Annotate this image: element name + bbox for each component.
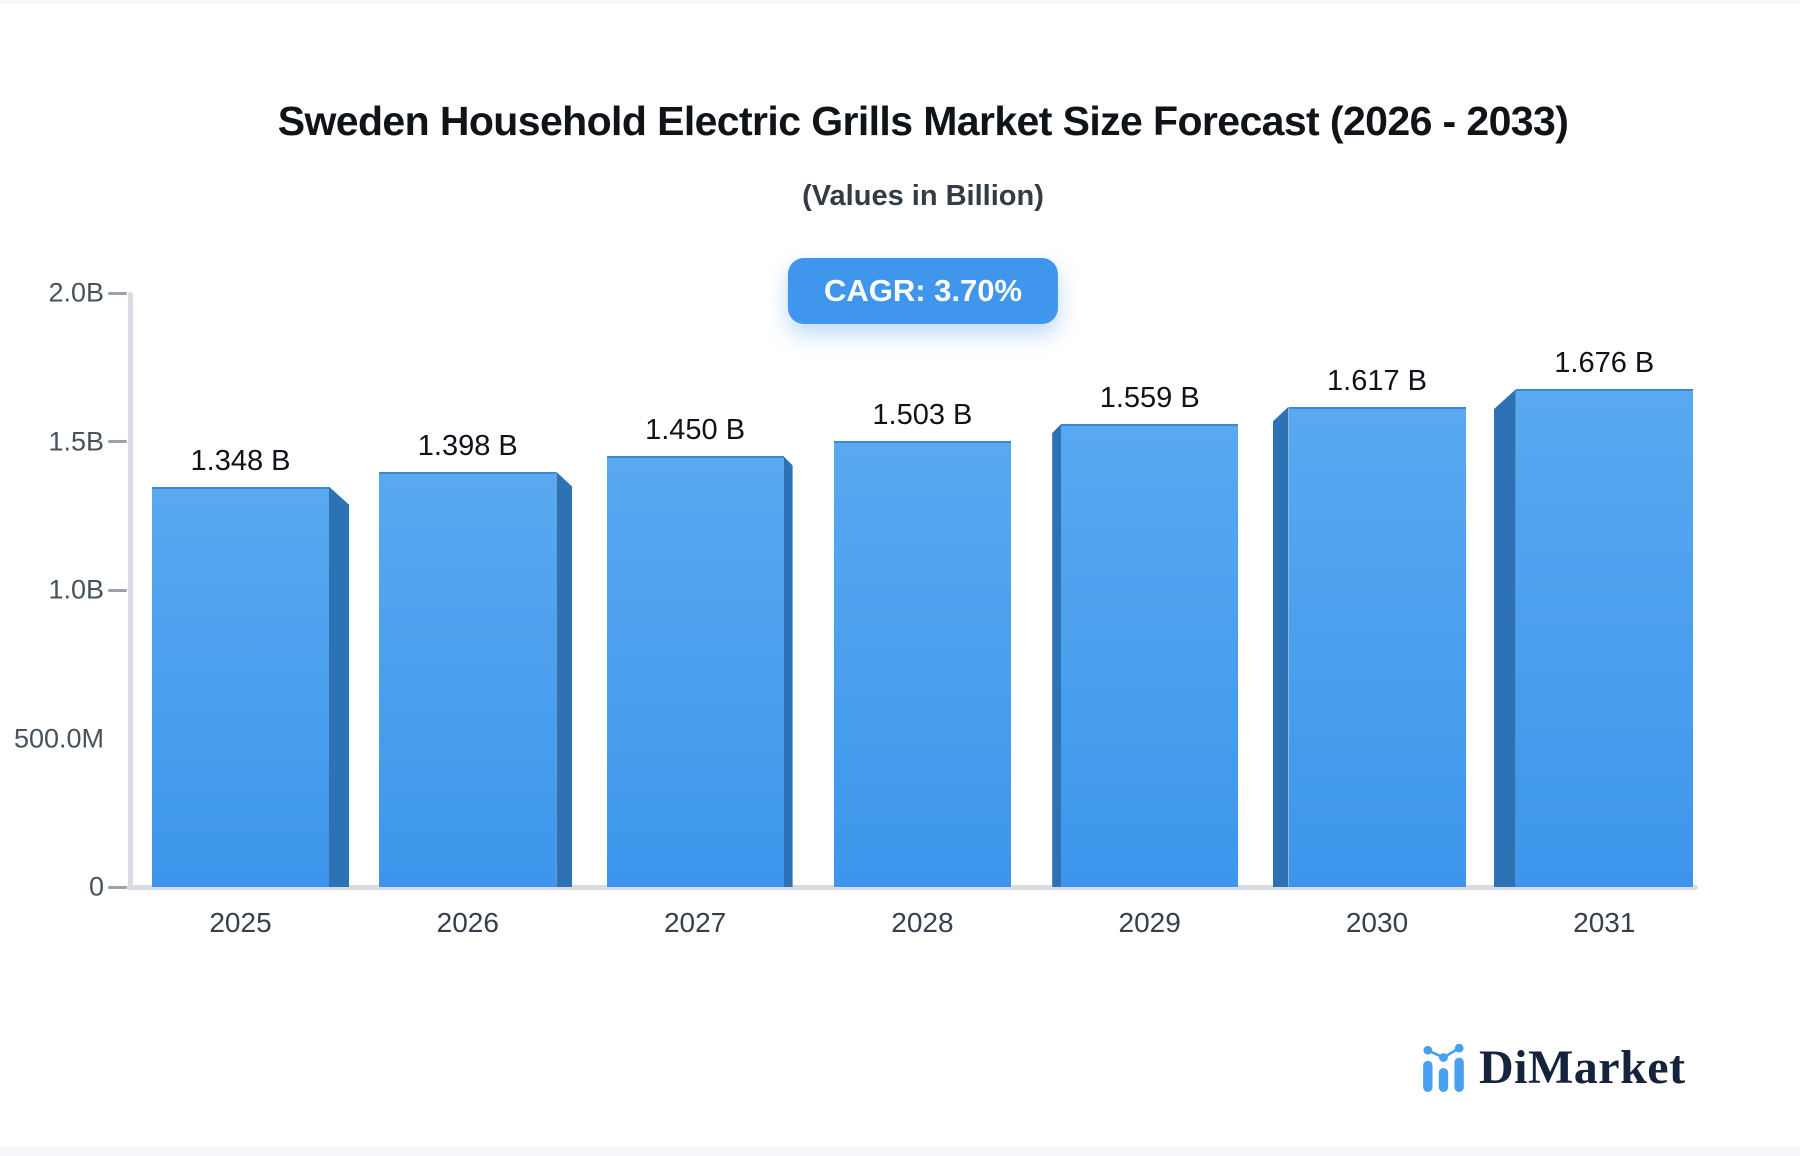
y-tick-label-1.0B: 1.0B: [48, 574, 104, 605]
x-tick-label-2031: 2031: [1573, 907, 1636, 938]
bar-2031: [1515, 389, 1693, 887]
x-tick-label-2026: 2026: [436, 907, 499, 938]
bar-value-label-2027: 1.450 B: [645, 414, 746, 447]
y-tick-dash: [108, 440, 127, 443]
y-tick-dash: [108, 588, 127, 592]
bar-value-label-2025: 1.348 B: [190, 444, 291, 477]
chart-title: Sweden Household Electric Grills Market …: [277, 98, 1569, 144]
y-tick-label-1.5B: 1.5B: [48, 426, 104, 456]
y-axis-line: [128, 292, 133, 889]
bar-2028: [833, 440, 1011, 887]
bar-side-3d-2026: [556, 471, 573, 887]
bar-value-label-2028: 1.503 B: [872, 398, 973, 431]
x-tick-label-2028: 2028: [891, 907, 954, 938]
bar-2029: [1061, 423, 1239, 887]
bar-side-3d-2030: [1272, 406, 1289, 887]
x-tick-label-2029: 2029: [1118, 907, 1181, 938]
bar-value-label-2026: 1.398 B: [417, 429, 518, 462]
y-tick-label-2.0B: 2.0B: [48, 277, 104, 308]
bar-2027: [606, 456, 784, 887]
y-tick-dash: [108, 291, 127, 295]
bar-side-3d-2031: [1493, 389, 1516, 887]
x-tick-label-2025: 2025: [209, 907, 272, 938]
x-axis-line: [126, 885, 1698, 890]
bar-side-3d-2029: [1052, 423, 1062, 887]
bar-chart-logo-icon: [1423, 1044, 1464, 1092]
bar-2030: [1288, 406, 1466, 887]
bar-side-3d-2027: [783, 456, 793, 887]
bar-value-label-2030: 1.617 B: [1327, 364, 1427, 397]
chart-card: Sweden Household Electric Grills Market …: [0, 4, 1800, 1147]
bar-side-3d-2025: [329, 486, 349, 887]
bar-2026: [379, 471, 557, 887]
bar-value-label-2029: 1.559 B: [1099, 381, 1200, 414]
bar-value-label-2031: 1.676 B: [1554, 347, 1655, 380]
y-tick-label-500.0M: 500.0M: [13, 723, 104, 753]
brand-logo-text: DiMarket: [1479, 1041, 1686, 1094]
brand-logo: DiMarket: [1421, 1044, 1686, 1092]
chart-subtitle: (Values in Billion): [802, 180, 1044, 212]
y-tick-dash: [108, 885, 127, 889]
cagr-badge: CAGR: 3.70%: [787, 258, 1059, 324]
y-tick-label-0: 0: [88, 871, 104, 902]
x-tick-label-2030: 2030: [1345, 907, 1409, 938]
x-tick-label-2027: 2027: [663, 907, 727, 938]
bar-2025: [152, 486, 329, 887]
